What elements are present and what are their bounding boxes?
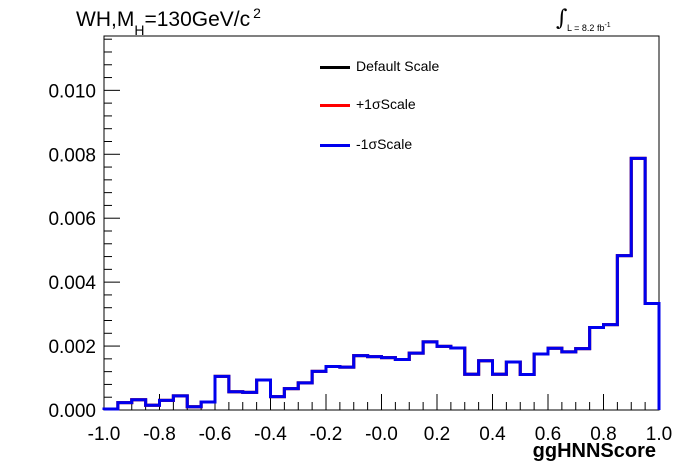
y-tick-label: 0.000 xyxy=(48,401,96,422)
legend-label-minus: -1σScale xyxy=(356,136,413,152)
y-tick-label: 0.008 xyxy=(48,145,96,166)
x-tick-label: -0.2 xyxy=(310,424,343,445)
legend-swatch-default xyxy=(320,65,350,69)
y-tick-label: 0.004 xyxy=(48,273,96,294)
luminosity-exponent: -1 xyxy=(604,22,611,29)
x-tick-label: 0.6 xyxy=(535,424,561,445)
luminosity-text: L = 8.2 fb-1 xyxy=(567,22,611,33)
series-line-1 xyxy=(102,156,661,411)
luminosity-value: L = 8.2 fb xyxy=(567,23,605,33)
y-tick-label: 0.002 xyxy=(48,337,96,358)
x-axis: -1.0 -0.8 -0.6 -0.4 -0.2 -0.0 0.2 0.4 0.6 0.8 1.0 xyxy=(88,394,672,445)
legend-entry-minus: -1σScale xyxy=(320,136,412,154)
legend-label-plus: +1σScale xyxy=(356,96,416,112)
legend-entry-plus: +1σScale xyxy=(320,96,416,114)
series-line-2 xyxy=(102,156,661,411)
series-line-0 xyxy=(102,156,661,411)
title-superscript: 2 xyxy=(253,5,261,21)
title-value: =130GeV/c xyxy=(144,8,251,31)
x-axis-label: ggHNNScore xyxy=(532,440,656,462)
x-tick-label: -1.0 xyxy=(88,424,121,445)
y-tick-label: 0.006 xyxy=(48,209,96,230)
x-tick-label: -0.4 xyxy=(254,424,287,445)
legend-entry-default: Default Scale xyxy=(320,58,439,76)
x-tick-label: -0.8 xyxy=(143,424,176,445)
title-subscript: H xyxy=(134,22,145,38)
x-tick-label: 1.0 xyxy=(646,424,672,445)
plot-frame xyxy=(103,35,660,411)
y-tick-label: 0.010 xyxy=(48,81,96,102)
x-tick-label: 0.4 xyxy=(479,424,506,445)
x-tick-label: -0.0 xyxy=(365,424,398,445)
legend-swatch-minus xyxy=(320,143,350,147)
series-layer xyxy=(102,156,661,411)
legend-label-default: Default Scale xyxy=(356,58,440,74)
integral-sign: ∫ xyxy=(556,6,568,31)
x-tick-label: 0.8 xyxy=(590,424,616,445)
title-prefix: WH,M xyxy=(76,8,135,31)
y-axis: 0.000 0.002 0.004 0.006 0.008 0.010 xyxy=(48,38,120,422)
legend-swatch-plus xyxy=(320,103,350,107)
plot-title: WH,MH=130GeV/c 2 xyxy=(76,5,261,38)
x-tick-label: -0.6 xyxy=(199,424,232,445)
x-tick-label: 0.2 xyxy=(424,424,450,445)
